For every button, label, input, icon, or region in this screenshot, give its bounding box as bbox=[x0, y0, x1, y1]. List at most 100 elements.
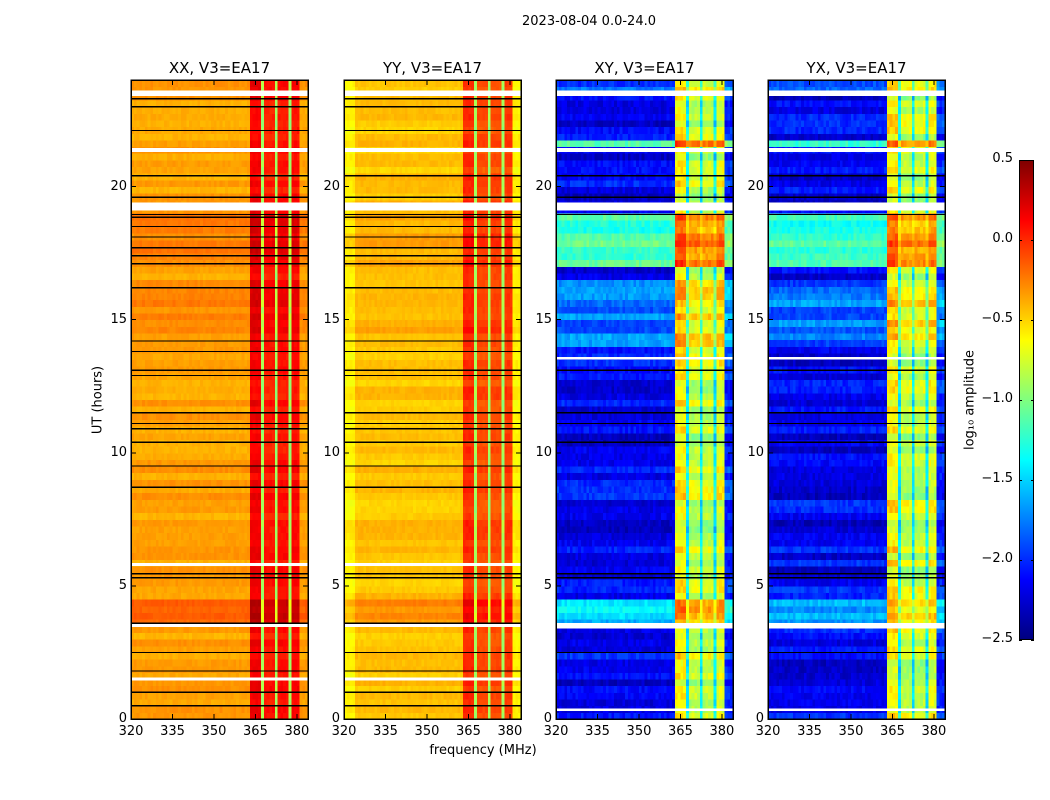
heatmap-cell bbox=[202, 625, 207, 633]
heatmap-cell bbox=[211, 545, 215, 554]
heatmap-cell bbox=[186, 506, 190, 514]
heatmap-cell bbox=[213, 559, 218, 567]
heatmap-cell bbox=[164, 326, 168, 334]
heatmap-cell bbox=[213, 352, 218, 361]
heatmap-cell bbox=[233, 559, 237, 567]
heatmap-cell bbox=[200, 599, 204, 607]
heatmap-cell bbox=[266, 579, 270, 587]
heatmap-cell bbox=[277, 612, 281, 620]
heatmap-cell bbox=[131, 332, 135, 341]
heatmap-cell bbox=[266, 372, 270, 381]
heatmap-cell bbox=[189, 466, 193, 474]
heatmap-cell bbox=[274, 472, 279, 480]
heatmap-cell bbox=[247, 359, 251, 367]
heatmap-cell bbox=[136, 426, 140, 434]
heatmap-cell bbox=[269, 612, 273, 620]
heatmap-cell bbox=[155, 286, 160, 294]
heatmap-cell bbox=[219, 519, 223, 527]
heatmap-cell bbox=[285, 426, 290, 434]
heatmap-cell bbox=[302, 532, 306, 540]
heatmap-cell bbox=[131, 386, 135, 394]
heatmap-cell bbox=[216, 605, 220, 613]
heatmap-cell bbox=[244, 552, 248, 560]
heatmap-cell bbox=[277, 499, 281, 507]
heatmap-cell bbox=[161, 539, 165, 547]
heatmap-cell bbox=[305, 572, 309, 580]
heatmap-cell bbox=[249, 506, 254, 514]
heatmap-cell bbox=[219, 499, 223, 507]
heatmap-cell bbox=[288, 679, 292, 687]
heatmap-cell bbox=[296, 565, 301, 574]
heatmap-cell bbox=[213, 266, 218, 274]
heatmap-cell bbox=[277, 539, 281, 547]
heatmap-cell bbox=[222, 466, 226, 474]
heatmap-cell bbox=[249, 525, 254, 534]
heatmap-cell bbox=[197, 565, 201, 574]
heatmap-cell bbox=[294, 266, 298, 274]
heatmap-cell bbox=[200, 565, 204, 574]
heatmap-cell bbox=[288, 645, 292, 653]
heatmap-cell bbox=[274, 506, 279, 514]
heatmap-cell bbox=[205, 219, 209, 227]
heatmap-cell bbox=[236, 559, 240, 567]
heatmap-cell bbox=[205, 486, 209, 494]
heatmap-cell bbox=[139, 699, 143, 707]
heatmap-cell bbox=[155, 545, 160, 554]
heatmap-cell bbox=[269, 312, 273, 321]
heatmap-cell bbox=[183, 406, 187, 414]
heatmap-cell bbox=[230, 712, 234, 720]
heatmap-cell bbox=[200, 219, 204, 227]
heatmap-cell bbox=[285, 612, 290, 620]
heatmap-cell bbox=[155, 226, 160, 234]
heatmap-cell bbox=[252, 406, 256, 414]
heatmap-cell bbox=[150, 406, 154, 414]
heatmap-cell bbox=[139, 386, 143, 394]
heatmap-cell bbox=[247, 632, 251, 640]
heatmap-cell bbox=[191, 452, 196, 460]
heatmap-cell bbox=[197, 299, 201, 307]
heatmap-cell bbox=[288, 426, 292, 434]
heatmap-cell bbox=[285, 359, 290, 367]
heatmap-cell bbox=[133, 612, 138, 620]
heatmap-cell bbox=[202, 372, 207, 381]
heatmap-cell bbox=[133, 452, 138, 460]
heatmap-cell bbox=[249, 559, 254, 567]
heatmap-cell bbox=[272, 386, 276, 394]
heatmap-cell bbox=[266, 605, 270, 613]
heatmap-cell bbox=[258, 312, 262, 321]
heatmap-cell bbox=[272, 439, 276, 447]
heatmap-cell bbox=[266, 392, 270, 400]
heatmap-cell bbox=[236, 359, 240, 367]
heatmap-cell bbox=[175, 699, 179, 707]
heatmap-cell bbox=[183, 386, 187, 394]
heatmap-cell bbox=[227, 266, 232, 274]
heatmap-cell bbox=[258, 439, 262, 447]
heatmap-cell bbox=[197, 579, 201, 587]
heatmap-cell bbox=[155, 552, 160, 560]
heatmap-cell bbox=[144, 492, 149, 500]
heatmap-cell bbox=[272, 379, 276, 387]
heatmap-cell bbox=[164, 319, 168, 327]
heatmap-cell bbox=[252, 645, 256, 653]
heatmap-cell bbox=[219, 266, 223, 274]
heatmap-cell bbox=[155, 392, 160, 400]
heatmap-cell bbox=[296, 486, 301, 494]
heatmap-cell bbox=[208, 286, 212, 294]
heatmap-cell bbox=[291, 612, 295, 620]
heatmap-cell bbox=[252, 612, 256, 620]
heatmap-cell bbox=[208, 246, 212, 254]
heatmap-cell bbox=[299, 519, 303, 527]
heatmap-cell bbox=[305, 432, 309, 440]
heatmap-cell bbox=[166, 339, 171, 347]
heatmap-cell bbox=[202, 599, 207, 607]
heatmap-cell bbox=[266, 399, 270, 407]
heatmap-cell bbox=[255, 632, 259, 640]
heatmap-cell bbox=[285, 372, 290, 381]
heatmap-cell bbox=[252, 339, 256, 347]
heatmap-cell bbox=[158, 652, 162, 660]
heatmap-cell bbox=[219, 545, 223, 554]
heatmap-cell bbox=[180, 406, 185, 414]
heatmap-cell bbox=[252, 392, 256, 400]
heatmap-cell bbox=[144, 219, 149, 227]
heatmap-cell bbox=[272, 452, 276, 460]
